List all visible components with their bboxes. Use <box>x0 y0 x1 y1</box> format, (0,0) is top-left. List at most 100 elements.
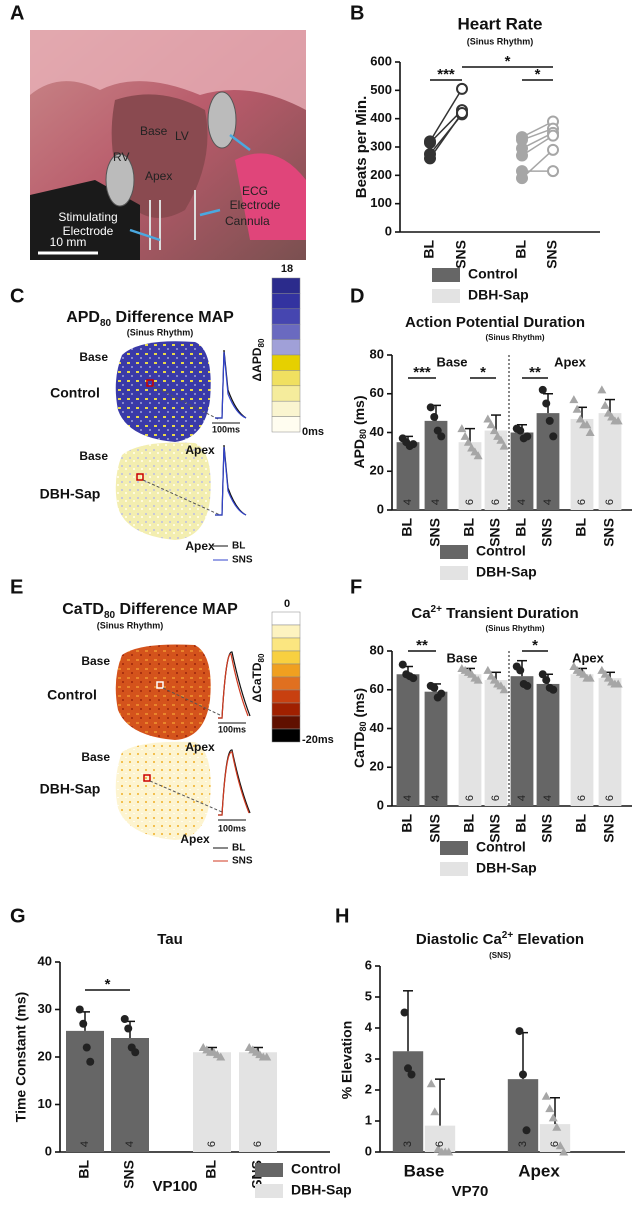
n-label: 6 <box>576 795 588 801</box>
data-point <box>398 660 407 669</box>
data-point <box>547 129 559 142</box>
data-point <box>613 416 623 425</box>
label: Stimulating <box>58 210 117 224</box>
data-point <box>486 420 496 429</box>
title-part: ΔAPD <box>250 347 264 381</box>
y-tick-label: 10 <box>38 1096 52 1111</box>
data-point <box>430 413 439 421</box>
y-tick-label: 600 <box>370 53 392 68</box>
label: Apex <box>145 169 172 183</box>
label: ECG <box>242 184 268 198</box>
chart-title: Ca2+ Transient Duration <box>411 604 578 622</box>
n-label: 4 <box>516 499 528 505</box>
row-label: DBH-Sap <box>40 781 101 797</box>
label: Base <box>81 654 110 668</box>
photo: Base LV RV Apex ECG Electrode Stimulatin… <box>30 30 306 260</box>
label-part: 80 <box>358 721 368 731</box>
x-tick-label: BL <box>513 240 529 259</box>
map-panel: APD80 Difference MAP (Sinus Rhythm) 100m… <box>40 263 324 566</box>
map-panel: CaTD80 Difference MAP (Sinus Rhythm) 100… <box>40 598 334 867</box>
y-tick-label: 40 <box>370 720 384 735</box>
heart <box>111 94 208 218</box>
label: Apex <box>180 832 210 846</box>
data-point <box>523 432 532 441</box>
y-tick-label: 80 <box>370 642 384 657</box>
title-part: Difference MAP <box>111 309 234 326</box>
label-part: APD <box>351 439 367 469</box>
data-point <box>404 1064 412 1073</box>
title-part: Transient Duration <box>442 605 579 622</box>
n-label: 6 <box>252 1141 264 1147</box>
data-point <box>426 403 435 412</box>
x-tick-label: SNS <box>487 518 503 547</box>
bar <box>598 678 622 806</box>
chart-subtitle: (SNS) <box>489 951 511 960</box>
panel-letter: B <box>350 2 364 24</box>
panel-letter: C <box>10 285 24 307</box>
data-point <box>569 395 579 404</box>
colorbar-label: -20ms <box>302 734 334 746</box>
y-tick-label: 0 <box>365 1143 372 1158</box>
bar <box>510 432 534 510</box>
data-point <box>549 432 558 441</box>
scale-label: 100ms <box>218 823 246 833</box>
title-part: 80 <box>257 653 266 662</box>
x-tick-label: SNS <box>121 1160 137 1189</box>
pair-line <box>521 149 554 179</box>
map-subtitle: (Sinus Rhythm) <box>127 327 194 337</box>
data-point <box>409 440 418 449</box>
bar <box>396 442 420 510</box>
n-label: 6 <box>604 795 616 801</box>
trace <box>218 751 250 816</box>
y-tick-label: 0 <box>385 223 392 238</box>
n-label: 4 <box>79 1141 91 1147</box>
colorbar-label: 0 <box>284 598 290 610</box>
x-axis-title: VP100 <box>152 1178 197 1195</box>
data-point <box>82 1043 91 1052</box>
data-point <box>542 399 551 408</box>
data-point <box>473 451 483 460</box>
x-tick-label: BL <box>203 1160 219 1179</box>
title-part: Difference MAP <box>115 601 238 618</box>
data-point <box>86 1057 95 1066</box>
y-axis-title: Beats per Min. <box>353 96 370 199</box>
chart-title: Tau <box>157 931 183 948</box>
electrode <box>105 153 135 207</box>
roi <box>156 681 164 689</box>
label: LV <box>175 129 189 143</box>
legend-swatch <box>255 1184 283 1198</box>
bar <box>484 680 508 806</box>
n-label: 3 <box>402 1141 414 1147</box>
legend-label: BL <box>232 843 245 854</box>
chart-subtitle: (Sinus Rhythm) <box>485 624 544 633</box>
panel-letter: A <box>10 2 24 24</box>
bar <box>510 676 534 806</box>
data-point <box>444 1147 454 1156</box>
tissue <box>30 30 306 110</box>
x-tick-label: BL <box>76 1160 92 1179</box>
x-tick-label: SNS <box>427 814 443 843</box>
data-point <box>409 674 418 683</box>
label: Base <box>140 124 168 138</box>
chart-title: Diastolic Ca2+ Elevation <box>416 930 584 948</box>
legend-label: DBH-Sap <box>476 564 537 580</box>
n-label: 6 <box>490 795 502 801</box>
data-point <box>457 424 467 433</box>
n-label: 6 <box>576 499 588 505</box>
data-point <box>585 673 595 682</box>
legend-swatch <box>440 545 468 559</box>
y-tick-label: 1 <box>365 1112 372 1127</box>
data-point <box>483 414 493 423</box>
colorbar-title: ΔCaTD80 <box>250 653 266 702</box>
y-tick-label: 60 <box>370 681 384 696</box>
legend-label: BL <box>232 541 245 552</box>
roi <box>143 774 151 782</box>
data-point <box>456 107 468 119</box>
data-point <box>437 689 446 698</box>
label: Electrode <box>63 224 114 238</box>
data-point <box>473 675 483 684</box>
y-axis-title: APD80 (ms) <box>351 395 369 468</box>
y-tick-label: 20 <box>38 1048 52 1063</box>
x-tick-label: SNS <box>544 240 560 269</box>
